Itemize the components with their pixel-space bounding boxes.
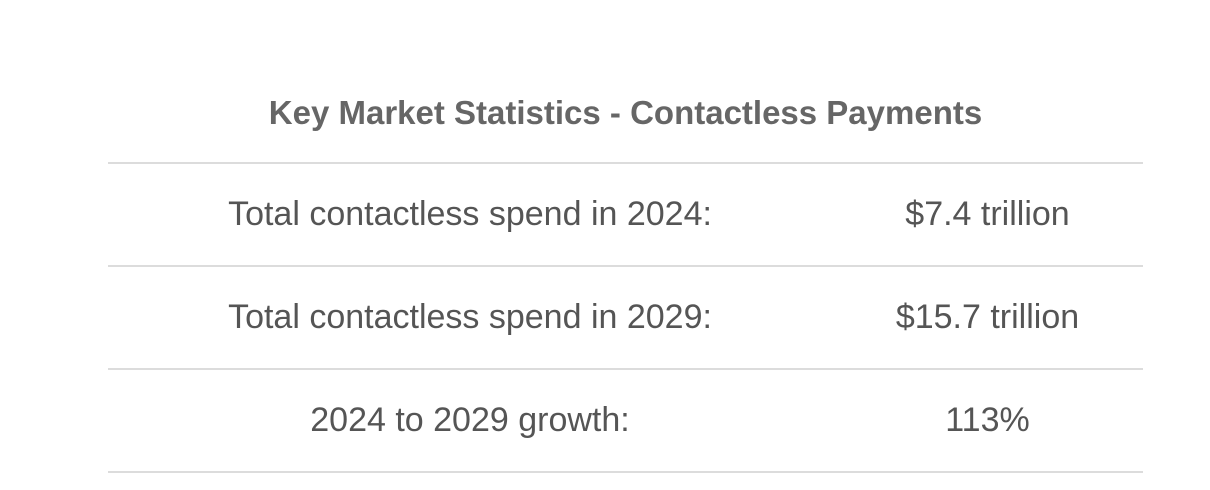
table-row: 2024 to 2029 growth: 113% <box>108 368 1143 473</box>
stat-value: $7.4 trillion <box>832 162 1143 267</box>
stat-value: $15.7 trillion <box>832 265 1143 370</box>
table-row: Total contactless spend in 2029: $15.7 tr… <box>108 265 1143 370</box>
stat-label: Total contactless spend in 2024: <box>108 162 832 267</box>
stat-label: Total contactless spend in 2029: <box>108 265 832 370</box>
table-row: Total contactless spend in 2024: $7.4 tri… <box>108 162 1143 267</box>
stat-value: 113% <box>832 368 1143 473</box>
stat-label: 2024 to 2029 growth: <box>108 368 832 473</box>
table-body: Total contactless spend in 2024: $7.4 tri… <box>108 162 1143 473</box>
stats-table: Total contactless spend in 2024: $7.4 tri… <box>108 162 1143 473</box>
table-title: Key Market Statistics - Contactless Paym… <box>268 94 983 131</box>
